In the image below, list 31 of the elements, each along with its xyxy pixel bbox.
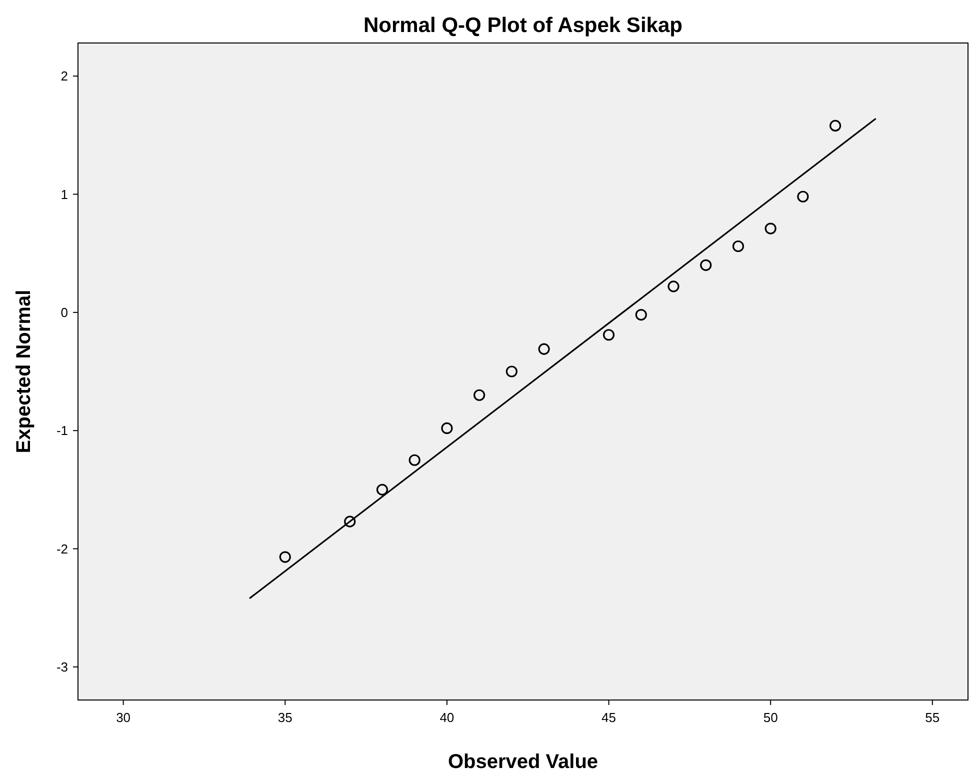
x-axis-title: Observed Value (448, 751, 598, 773)
point (732, 240, 744, 252)
point (441, 422, 453, 434)
x-tick-label: 40 (440, 710, 454, 725)
x-tick-label: 30 (116, 710, 131, 725)
y-tick-label: -2 (56, 541, 68, 556)
x-tick-label: 45 (602, 710, 616, 725)
point (602, 329, 615, 341)
x-tick-label: 55 (925, 710, 940, 725)
point (830, 120, 842, 132)
y-axis-title: Expected Normal (13, 290, 35, 454)
point (376, 484, 388, 496)
point (344, 516, 356, 528)
point (538, 343, 550, 355)
point (668, 280, 680, 292)
y-tick-label: -1 (56, 423, 68, 438)
point (635, 308, 647, 321)
y-tick-label: 2 (60, 68, 68, 84)
x-tick-label: 50 (763, 710, 778, 725)
y-tick-label: 0 (60, 304, 68, 320)
point (474, 389, 486, 401)
point (700, 259, 712, 271)
y-tick-label: 1 (60, 186, 68, 202)
chart-title: Normal Q-Q Plot of Aspek Sikap (364, 14, 682, 37)
point (764, 222, 776, 234)
point (506, 366, 518, 378)
point (408, 454, 420, 466)
point (797, 190, 809, 202)
x-tick-label: 35 (278, 710, 292, 725)
point (279, 551, 291, 563)
y-tick-label: -3 (56, 659, 68, 674)
